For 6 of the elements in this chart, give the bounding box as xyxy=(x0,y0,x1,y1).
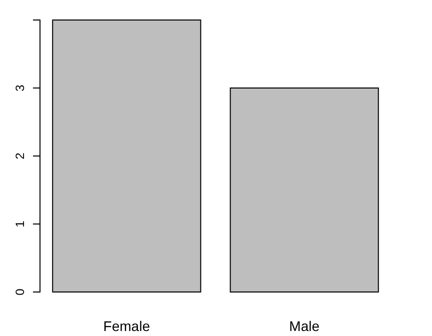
y-tick-label: 2 xyxy=(13,152,27,160)
y-tick-label: 0 xyxy=(13,288,27,296)
y-tick-label: 1 xyxy=(13,220,27,228)
x-tick-label: Female xyxy=(103,318,150,334)
y-tick-label: 3 xyxy=(13,84,27,92)
x-tick-label: Male xyxy=(289,318,320,334)
